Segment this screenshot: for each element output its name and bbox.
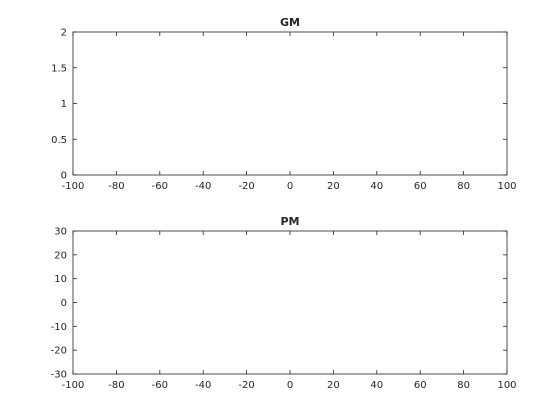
gm-ytick-label-1: 0.5 [51,135,67,146]
pm-ytick-label-2: -10 [51,322,67,333]
gm-chart-title: GM [280,16,300,29]
gm-ytick-label-3: 1.5 [51,63,67,74]
gm-ytick-label-2: 1 [61,99,67,110]
pm-xtick-label-6: 20 [327,380,340,391]
gm-axes-box [72,31,508,176]
gm-xtick-label-2: -60 [152,181,168,192]
chart-pm: -100 -80 -60 -40 -20 0 20 40 60 80 100-30-20-10010… [51,215,517,391]
gm-xtick-label-0: -100 [62,181,85,192]
pm-xtick-label-10: 100 [497,380,516,391]
gm-xtick-label-7: 40 [370,181,383,192]
pm-xtick-label-0: -100 [62,380,85,391]
pm-xtick-label-9: 80 [457,380,470,391]
pm-xtick-label-2: -60 [152,380,168,391]
gm-xtick-label-6: 20 [327,181,340,192]
gm-xtick-label-1: -80 [108,181,124,192]
gm-ytick-label-0: 0 [61,171,67,182]
pm-ytick-label-0: -30 [51,370,67,381]
gm-ytick-label-4: 2 [61,28,67,39]
gm-xtick-label-5: 0 [287,181,293,192]
pm-axes-box [72,230,508,375]
pm-chart-title: PM [280,215,299,228]
pm-ytick-label-6: 30 [54,227,67,238]
pm-xtick-label-7: 40 [370,380,383,391]
gm-xtick-label-10: 100 [497,181,516,192]
chart-gm: -100 -80 -60 -40 -20 0 20 40 60 80 100 0 0.5 1 1.5 2 GM [51,16,516,192]
pm-ytick-label-1: -20 [51,346,67,357]
pm-xtick-label-1: -80 [108,380,124,391]
pm-ytick-label-3: 0 [61,298,67,309]
gm-xtick-label-4: -20 [238,181,254,192]
pm-ytick-label-4: 10 [54,274,67,285]
gm-xtick-label-8: 60 [414,181,427,192]
pm-xtick-label-3: -40 [195,380,211,391]
pm-xtick-label-8: 60 [414,380,427,391]
pm-xtick-label-5: 0 [287,380,293,391]
gm-xtick-label-3: -40 [195,181,211,192]
gm-xtick-label-9: 80 [457,181,470,192]
pm-xtick-label-4: -20 [238,380,254,391]
pm-ytick-label-5: 20 [54,250,67,261]
